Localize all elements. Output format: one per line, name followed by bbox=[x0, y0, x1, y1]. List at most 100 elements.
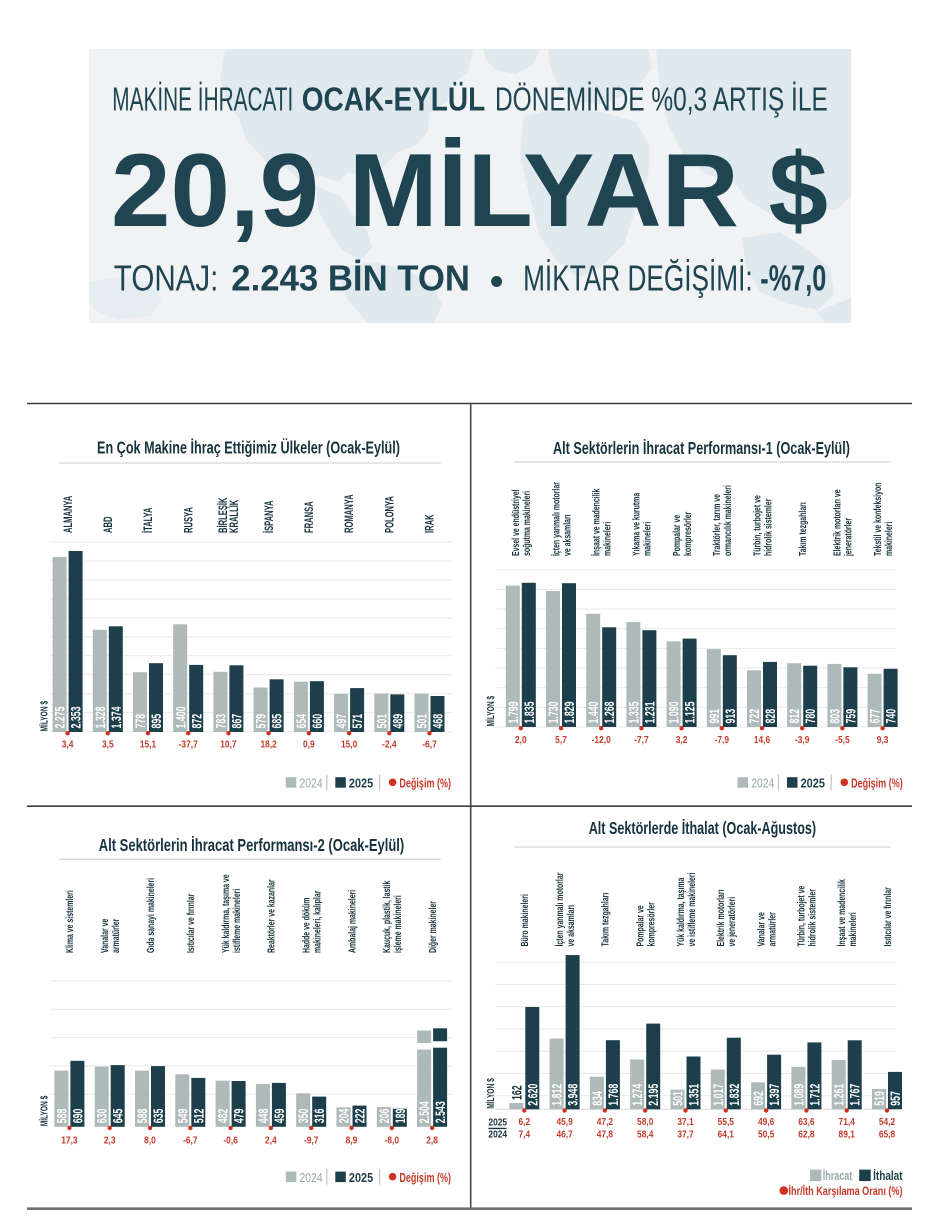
svg-text:45,9: 45,9 bbox=[556, 1116, 572, 1128]
svg-text:571: 571 bbox=[349, 714, 365, 729]
svg-text:588: 588 bbox=[53, 1108, 69, 1123]
svg-text:65,8: 65,8 bbox=[879, 1128, 895, 1140]
svg-text:ALMANYA: ALMANYA bbox=[62, 495, 75, 533]
svg-text:1.231: 1.231 bbox=[641, 701, 657, 723]
svg-text:1.274: 1.274 bbox=[629, 1084, 645, 1106]
svg-text:POLONYA: POLONYA bbox=[384, 496, 397, 533]
svg-text:6,2: 6,2 bbox=[518, 1116, 530, 1128]
svg-text:71,4: 71,4 bbox=[839, 1116, 855, 1128]
svg-text:-5,5: -5,5 bbox=[835, 734, 850, 746]
svg-text:1.832: 1.832 bbox=[726, 1084, 742, 1106]
svg-text:En Çok Makine İhraç Ettiğimiz: En Çok Makine İhraç Ettiğimiz Ülkeler (O… bbox=[97, 438, 400, 458]
svg-text:3,2: 3,2 bbox=[676, 734, 688, 746]
svg-text:482: 482 bbox=[215, 1108, 231, 1123]
svg-text:3,5: 3,5 bbox=[102, 739, 114, 751]
svg-text:-7,7: -7,7 bbox=[634, 734, 649, 746]
svg-text:501: 501 bbox=[414, 714, 430, 729]
svg-text:8,0: 8,0 bbox=[144, 1134, 156, 1146]
svg-text:hidrolik sistemler: hidrolik sistemler bbox=[807, 889, 819, 946]
svg-text:350: 350 bbox=[295, 1108, 311, 1123]
svg-text:501: 501 bbox=[373, 714, 389, 729]
svg-text:Alt Sektörlerin İhracat Perfor: Alt Sektörlerin İhracat Performansı-2 (O… bbox=[99, 835, 405, 855]
svg-text:-9,7: -9,7 bbox=[304, 1134, 319, 1146]
svg-text:MİLYON $: MİLYON $ bbox=[484, 1078, 497, 1109]
svg-text:DÖNEMİNDE %0,3 ARTIŞ İLE: DÖNEMİNDE %0,3 ARTIŞ İLE bbox=[495, 80, 828, 117]
svg-text:TONAJ:: TONAJ: bbox=[114, 258, 219, 299]
svg-text:0,9: 0,9 bbox=[303, 739, 315, 751]
svg-text:1.268: 1.268 bbox=[601, 701, 617, 723]
svg-text:448: 448 bbox=[255, 1108, 271, 1123]
svg-text:2.243 BİN TON: 2.243 BİN TON bbox=[231, 258, 470, 299]
svg-text:867: 867 bbox=[229, 714, 245, 729]
svg-text:685: 685 bbox=[269, 714, 285, 729]
svg-text:18,2: 18,2 bbox=[260, 739, 276, 751]
svg-text:İhracat: İhracat bbox=[823, 1168, 853, 1183]
svg-text:MİLYON $: MİLYON $ bbox=[484, 696, 497, 727]
svg-text:İnşaat ve madencilik: İnşaat ve madencilik bbox=[835, 879, 848, 947]
svg-text:1.017: 1.017 bbox=[710, 1084, 726, 1106]
svg-text:ROMANYA: ROMANYA bbox=[343, 494, 356, 533]
svg-text:783: 783 bbox=[213, 714, 229, 729]
svg-text:512: 512 bbox=[190, 1108, 206, 1123]
svg-text:Alt Sektörlerin İhracat Perfor: Alt Sektörlerin İhracat Performansı-1 (O… bbox=[553, 438, 850, 458]
svg-text:64,1: 64,1 bbox=[718, 1128, 734, 1140]
svg-text:1.400: 1.400 bbox=[172, 706, 188, 728]
svg-text:222: 222 bbox=[352, 1108, 368, 1123]
svg-text:206: 206 bbox=[376, 1108, 392, 1123]
svg-text:1.767: 1.767 bbox=[847, 1084, 863, 1106]
svg-text:957: 957 bbox=[887, 1091, 903, 1106]
svg-text:Takım tezgahları: Takım tezgahları bbox=[600, 893, 612, 947]
svg-text:1.829: 1.829 bbox=[561, 701, 577, 723]
svg-text:58,4: 58,4 bbox=[637, 1128, 653, 1140]
svg-text:1.125: 1.125 bbox=[682, 701, 698, 723]
svg-text:1.261: 1.261 bbox=[831, 1084, 847, 1106]
svg-text:FRANSA: FRANSA bbox=[303, 501, 316, 533]
svg-text:Yıkama ve kurutma: Yıkama ve kurutma bbox=[631, 493, 643, 556]
svg-text:jeneratörler: jeneratörler bbox=[843, 518, 855, 557]
svg-text:1.440: 1.440 bbox=[585, 701, 601, 723]
svg-text:armatürler: armatürler bbox=[110, 919, 122, 953]
svg-text:2,3: 2,3 bbox=[104, 1134, 116, 1146]
svg-text:2.620: 2.620 bbox=[524, 1084, 540, 1106]
svg-text:55,5: 55,5 bbox=[718, 1116, 734, 1128]
svg-text:58,0: 58,0 bbox=[637, 1116, 653, 1128]
svg-text:2.195: 2.195 bbox=[645, 1084, 661, 1106]
svg-text:722: 722 bbox=[746, 709, 762, 724]
svg-text:780: 780 bbox=[802, 709, 818, 724]
svg-text:49,6: 49,6 bbox=[758, 1116, 774, 1128]
svg-text:677: 677 bbox=[867, 709, 883, 724]
svg-text:Gıda sanayi makineleri: Gıda sanayi makineleri bbox=[145, 878, 157, 953]
svg-text:KRALLIK: KRALLIK bbox=[228, 499, 241, 533]
svg-text:Değişim (%): Değişim (%) bbox=[399, 1170, 451, 1185]
svg-text:makineleri: makineleri bbox=[602, 522, 614, 556]
svg-text:2,0: 2,0 bbox=[515, 734, 527, 746]
svg-text:46,7: 46,7 bbox=[556, 1128, 572, 1140]
svg-text:479: 479 bbox=[231, 1108, 247, 1123]
svg-text:2024: 2024 bbox=[751, 776, 774, 791]
svg-text:489: 489 bbox=[389, 714, 405, 729]
svg-text:-8,0: -8,0 bbox=[385, 1134, 400, 1146]
svg-text:690: 690 bbox=[69, 1108, 85, 1123]
svg-text:1.835: 1.835 bbox=[521, 701, 537, 723]
svg-text:63,6: 63,6 bbox=[798, 1116, 814, 1128]
svg-text:501: 501 bbox=[670, 1091, 686, 1106]
svg-text:895: 895 bbox=[148, 714, 164, 729]
svg-text:ve aksamları: ve aksamları bbox=[565, 905, 577, 947]
svg-text:2.543: 2.543 bbox=[432, 1101, 448, 1123]
svg-text:makineleri: makineleri bbox=[642, 522, 654, 556]
svg-text:47,2: 47,2 bbox=[597, 1116, 613, 1128]
svg-text:14,6: 14,6 bbox=[754, 734, 770, 746]
svg-text:ve aksamları: ve aksamları bbox=[561, 514, 573, 556]
svg-text:1.799: 1.799 bbox=[505, 701, 521, 723]
svg-text:Takım tezgahları: Takım tezgahları bbox=[797, 502, 809, 556]
svg-text:ve jeneratörleri: ve jeneratörleri bbox=[726, 897, 738, 947]
svg-text:Pompalar ve: Pompalar ve bbox=[671, 515, 683, 556]
svg-text:Traktörler, tarım ve: Traktörler, tarım ve bbox=[711, 494, 723, 556]
svg-text:Alt Sektörlerde İthalat (Ocak-: Alt Sektörlerde İthalat (Ocak-Ağustos) bbox=[589, 818, 816, 838]
svg-text:OCAK-EYLÜL: OCAK-EYLÜL bbox=[302, 80, 485, 117]
svg-text:İSPANYA: İSPANYA bbox=[263, 500, 276, 533]
svg-text:834: 834 bbox=[589, 1091, 605, 1106]
svg-text:692: 692 bbox=[750, 1091, 766, 1106]
svg-text:9,3: 9,3 bbox=[877, 734, 889, 746]
svg-text:1.768: 1.768 bbox=[605, 1084, 621, 1106]
